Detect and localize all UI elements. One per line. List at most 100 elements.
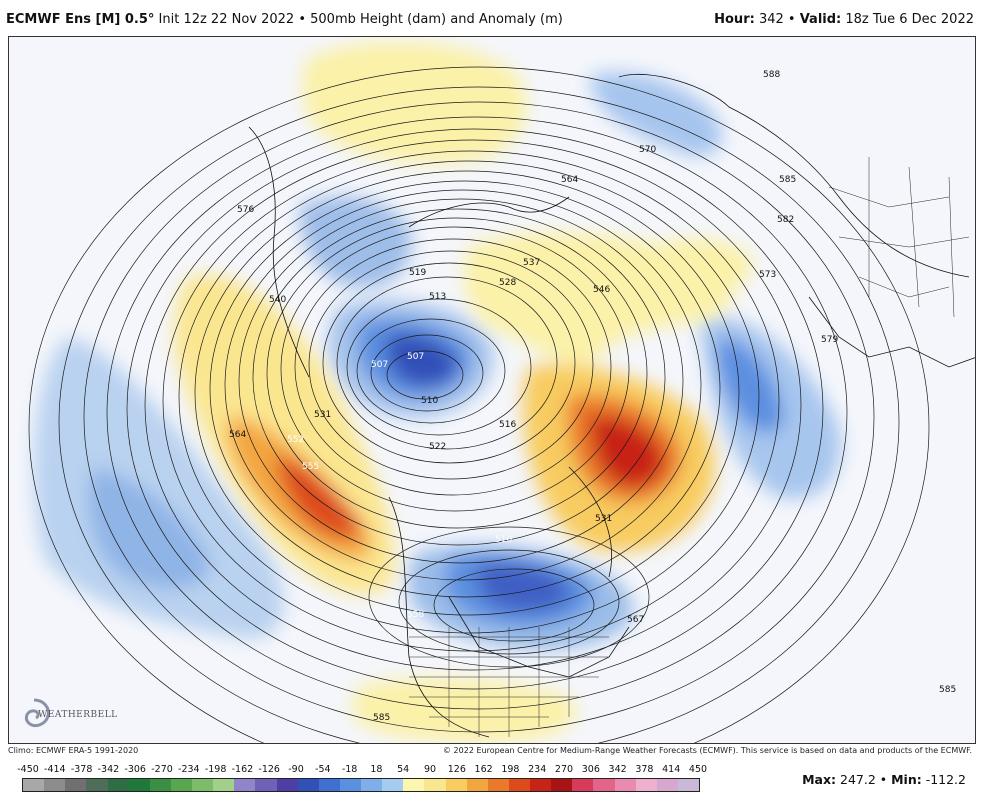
swirl-icon <box>24 698 50 728</box>
colorbar-tick-label: 270 <box>554 764 574 775</box>
init-info: Init 12z 22 Nov 2022 • 500mb Height (dam… <box>154 12 563 27</box>
contour-label: 516 <box>499 420 516 430</box>
colorbar-swatch <box>614 779 636 791</box>
max-min-readout: Max: 247.2 • Min: -112.2 <box>802 772 966 787</box>
contour-label: 510 <box>495 535 512 545</box>
contour-label: 546 <box>593 285 610 295</box>
colorbar-tick-label: 126 <box>447 764 466 775</box>
colorbar: -450 -414 -378 -342 -306 -270 -234 -198 -162 -126… <box>17 764 708 804</box>
contour-label: 531 <box>314 410 331 420</box>
colorbar-swatch <box>170 779 192 791</box>
copyright-note: © 2022 European Centre for Medium-Range … <box>443 746 972 755</box>
header: ECMWF Ens [M] 0.5° Init 12z 22 Nov 2022 … <box>0 0 984 36</box>
map-canvas: 588 570 564 585 582 573 579 576 519 513 … <box>9 37 975 743</box>
colorbar-tick-label: 162 <box>474 764 493 775</box>
valid-time: Hour: 342 • Valid: 18z Tue 6 Dec 2022 <box>714 12 974 27</box>
max-label: Max: <box>802 772 837 787</box>
min-label: Min: <box>891 772 922 787</box>
colorbar-swatch <box>677 779 699 791</box>
colorbar-swatch <box>339 779 361 791</box>
colorbar-swatch <box>572 779 594 791</box>
contour-label: 579 <box>821 335 838 345</box>
contour-label: 531 <box>595 514 612 524</box>
colorbar-tick-label: 414 <box>662 764 681 775</box>
colorbar-swatch <box>635 779 657 791</box>
colorbar-swatch <box>297 779 319 791</box>
colorbar-tick-label: -306 <box>124 764 146 775</box>
colorbar-tick-label: 450 <box>688 764 708 775</box>
colorbar-swatch <box>65 779 87 791</box>
contour-label: 510 <box>421 396 438 406</box>
colorbar-swatch <box>403 779 425 791</box>
contour-label: 588 <box>763 70 780 80</box>
colorbar-swatch <box>656 779 678 791</box>
colorbar-tick-label: -450 <box>17 764 39 775</box>
chart-title: ECMWF Ens [M] 0.5° Init 12z 22 Nov 2022 … <box>6 12 563 27</box>
contour-label: 519 <box>409 268 426 278</box>
contour-label: 507 <box>407 352 424 362</box>
colorbar-swatch <box>530 779 552 791</box>
contour-label: 540 <box>269 295 286 305</box>
colorbar-swatch <box>361 779 383 791</box>
coastlines <box>248 73 975 738</box>
climo-note: Climo: ECMWF ERA-5 1991-2020 <box>8 746 139 755</box>
colorbar-tick-label: -378 <box>70 764 93 775</box>
colorbar-swatch <box>318 779 340 791</box>
contour-label: 585 <box>779 175 796 185</box>
colorbar-swatch <box>149 779 171 791</box>
hour-label: Hour: <box>714 12 755 27</box>
colorbar-tick-label: -270 <box>151 764 173 775</box>
colorbar-tick-label: 198 <box>501 764 520 775</box>
colorbar-swatch <box>424 779 446 791</box>
logo-text: WEATHERBELL <box>38 710 118 720</box>
colorbar-tick-label: -54 <box>315 764 331 775</box>
colorbar-swatch <box>234 779 256 791</box>
colorbar-swatch <box>487 779 509 791</box>
map-panel[interactable]: 588 570 564 585 582 573 579 576 519 513 … <box>8 36 976 744</box>
colorbar-swatch <box>44 779 66 791</box>
negative-anomalies <box>33 72 841 650</box>
colorbar-tick-label: 306 <box>581 764 600 775</box>
contour-label: 555 <box>302 462 319 472</box>
colorbar-swatch <box>551 779 573 791</box>
colorbar-swatch <box>466 779 488 791</box>
colorbar-tick-label: -234 <box>178 764 200 775</box>
contour-label: 552 <box>287 435 304 445</box>
colorbar-scale <box>22 778 700 792</box>
colorbar-swatch <box>593 779 615 791</box>
political-borders <box>409 157 970 737</box>
contour-labels: 588 570 564 585 582 573 579 576 519 513 … <box>229 70 956 723</box>
colorbar-swatch <box>445 779 467 791</box>
colorbar-tick-label: -126 <box>258 764 280 775</box>
colorbar-tick-label: -90 <box>288 764 304 775</box>
valid-label: Valid: <box>799 12 842 27</box>
contour-label: 567 <box>627 615 644 625</box>
contour-label: 528 <box>499 278 516 288</box>
colorbar-tick-label: 234 <box>528 764 547 775</box>
colorbar-tick-label: 18 <box>370 764 383 775</box>
contour-label: 522 <box>429 442 446 452</box>
contour-label: 585 <box>373 713 390 723</box>
contour-label: 513 <box>429 292 446 302</box>
colorbar-swatch <box>107 779 129 791</box>
hour-value: 342 • <box>754 12 800 27</box>
colorbar-tick-label: -198 <box>204 764 227 775</box>
contour-label: 573 <box>759 270 776 280</box>
colorbar-swatch <box>213 779 235 791</box>
min-value: -112.2 <box>921 772 966 787</box>
valid-value: 18z Tue 6 Dec 2022 <box>841 12 974 27</box>
colorbar-swatch <box>255 779 277 791</box>
contour-label: 564 <box>229 430 246 440</box>
colorbar-swatch <box>382 779 404 791</box>
colorbar-tick-label: 378 <box>635 764 654 775</box>
contour-label: 570 <box>639 145 656 155</box>
colorbar-ticks: -450 -414 -378 -342 -306 -270 -234 -198 -162 -126… <box>17 764 708 778</box>
colorbar-tick-label: -342 <box>97 764 120 775</box>
weatherbell-logo: WEATHERBELL <box>14 694 117 734</box>
height-contours <box>28 66 930 743</box>
contour-label: 537 <box>523 258 540 268</box>
colorbar-tick-label: 90 <box>423 764 437 775</box>
colorbar-tick-label: -162 <box>231 764 254 775</box>
max-value: 247.2 • <box>836 772 892 787</box>
colorbar-tick-label: 54 <box>397 764 410 775</box>
